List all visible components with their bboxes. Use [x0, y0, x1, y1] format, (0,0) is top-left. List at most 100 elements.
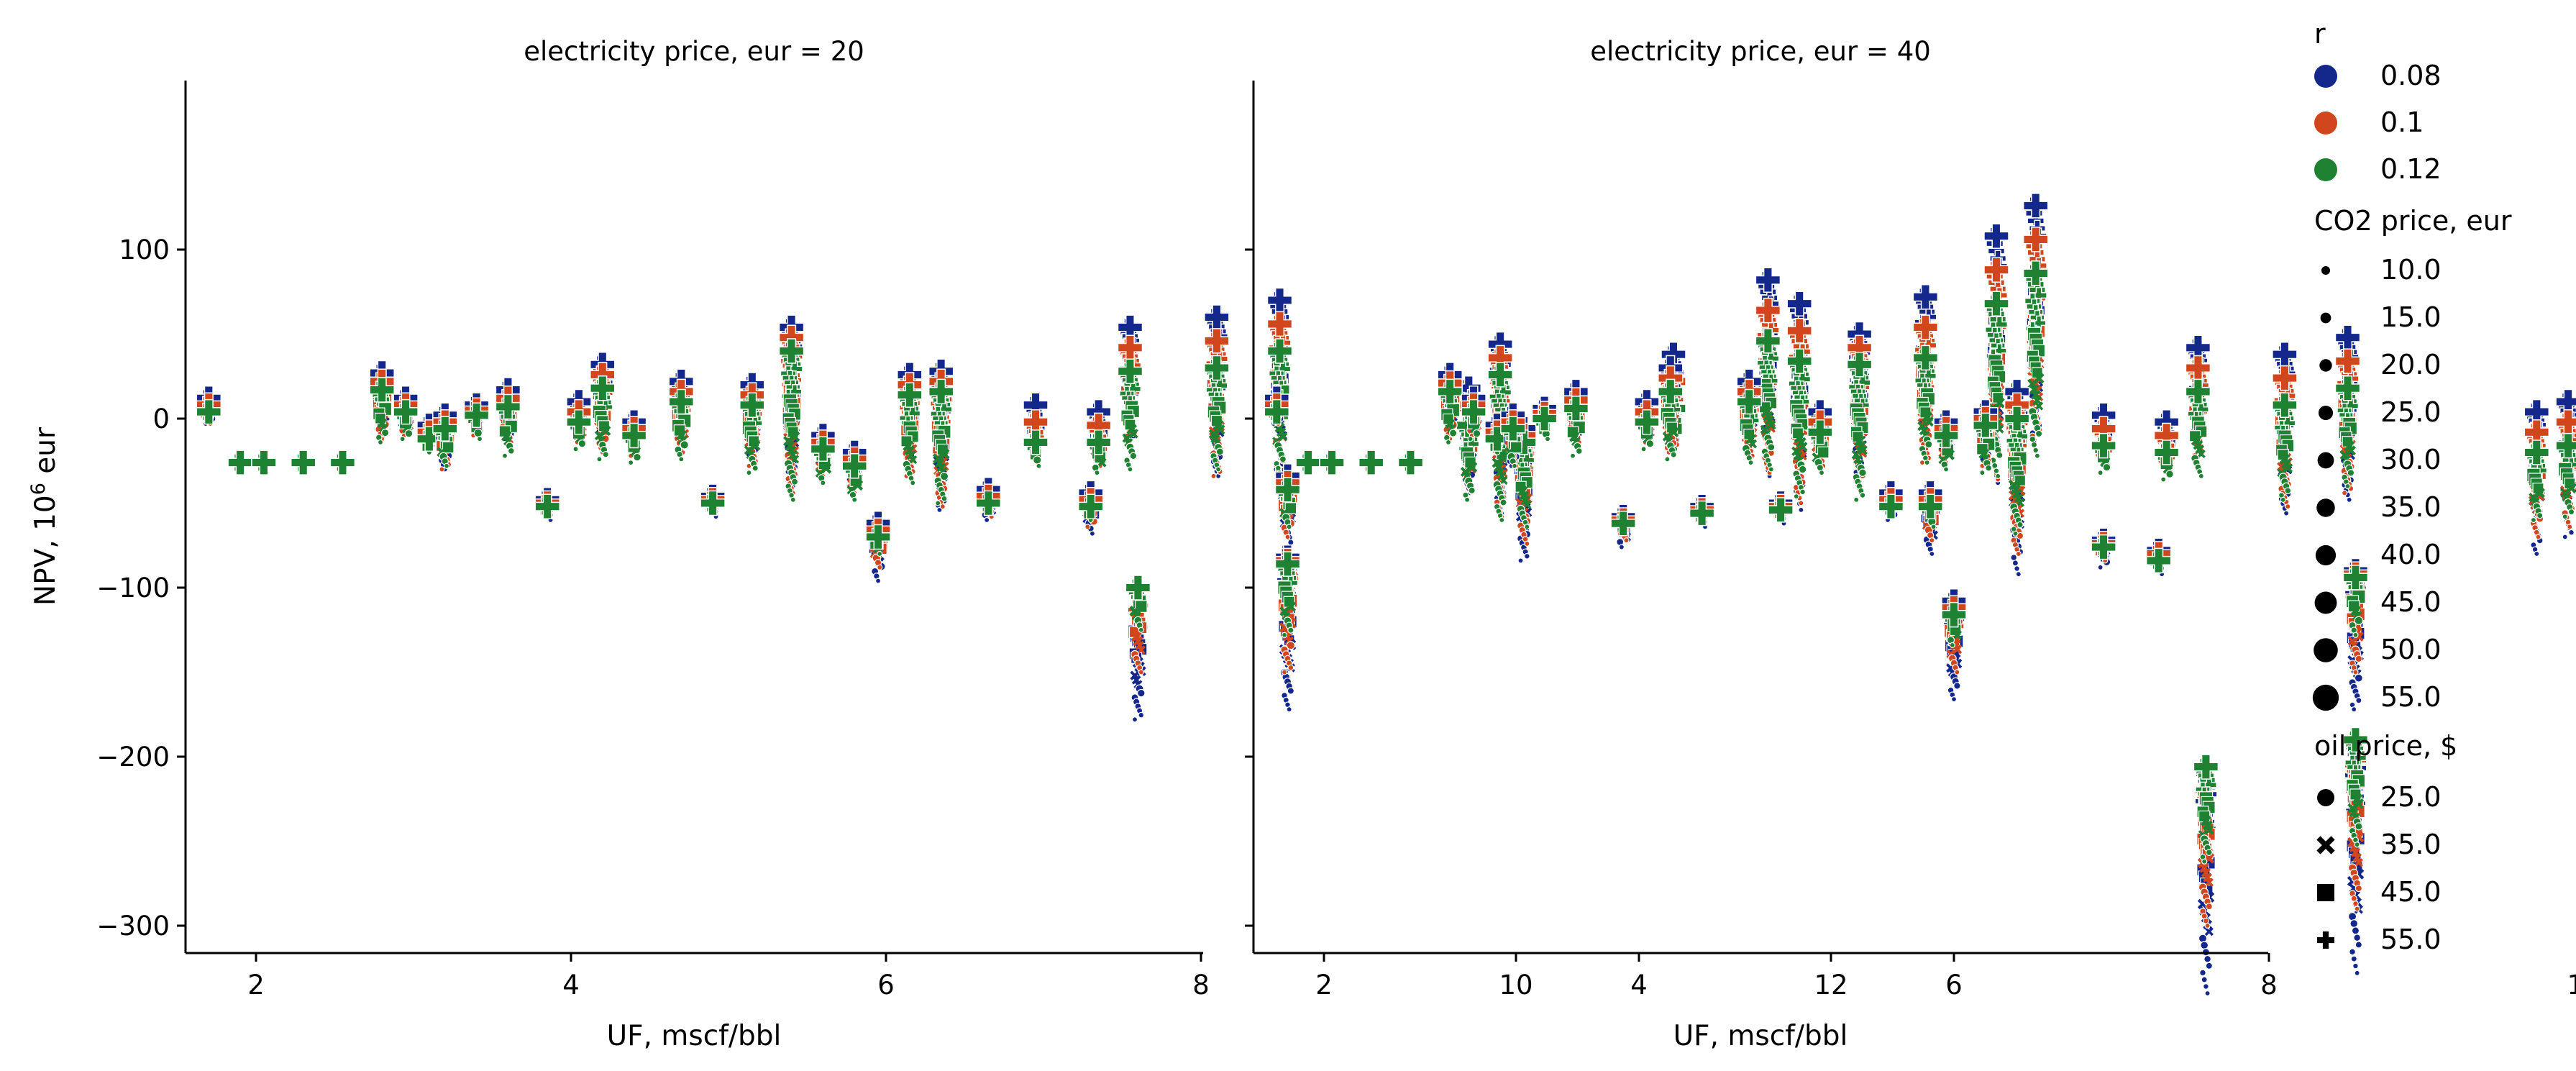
y-tick-label: −100 — [96, 573, 170, 603]
data-point — [1991, 462, 1999, 469]
data-point-top — [621, 422, 647, 449]
panel-marks — [196, 193, 2049, 723]
data-point — [1286, 706, 1292, 713]
data-point — [2204, 926, 2214, 936]
data-point-stroke — [846, 486, 857, 495]
data-point — [1210, 473, 1217, 480]
data-point — [746, 470, 752, 476]
data-point — [1287, 539, 1294, 546]
data-point-stroke — [575, 433, 586, 444]
data-point — [596, 456, 603, 462]
data-point-stroke — [1126, 424, 1137, 435]
data-point — [1670, 451, 1677, 458]
data-point — [1129, 452, 1138, 460]
data-point — [2354, 616, 2364, 626]
data-point-top — [534, 493, 560, 519]
data-point — [2352, 632, 2359, 638]
data-point-stroke — [908, 455, 918, 465]
y-tick-label: −200 — [96, 742, 170, 773]
data-point-top — [1266, 311, 1293, 337]
data-point-stroke — [904, 445, 915, 456]
data-point — [2097, 470, 2104, 476]
data-point-stroke — [1208, 429, 1219, 439]
data-point-stroke — [1122, 433, 1132, 443]
data-point-top — [975, 490, 1002, 516]
data-point — [2351, 706, 2357, 713]
data-point — [2029, 435, 2037, 443]
data-point — [2534, 550, 2540, 557]
data-point-top — [1358, 450, 1384, 475]
data-point-top — [668, 388, 695, 415]
data-point-top — [739, 392, 765, 418]
data-point — [1645, 439, 1655, 448]
data-point — [2535, 534, 2541, 540]
data-point-top — [1295, 450, 1321, 475]
data-point — [1798, 506, 1804, 514]
x-tick-label: 8 — [1192, 970, 1210, 1001]
data-point — [1954, 669, 1960, 675]
y-tick-label: 100 — [119, 234, 170, 265]
data-point — [790, 478, 799, 486]
data-point — [439, 466, 445, 473]
data-point-stroke — [936, 462, 946, 473]
data-point — [1278, 432, 1288, 442]
data-point-top — [251, 450, 277, 475]
data-point — [2204, 922, 2211, 929]
data-point — [2280, 496, 2286, 503]
data-point — [877, 564, 883, 570]
data-point — [633, 452, 641, 462]
data-point — [1798, 465, 1807, 474]
data-point — [2354, 842, 2360, 848]
data-point — [2097, 564, 2104, 570]
data-point-top — [290, 450, 316, 475]
data-point — [1281, 669, 1288, 675]
data-point-stroke — [1130, 670, 1140, 680]
data-point — [1996, 451, 2004, 459]
x-tick-label: 12 — [1814, 970, 1847, 1001]
data-point — [2352, 962, 2359, 970]
data-point-stroke — [903, 440, 914, 452]
data-point — [2283, 510, 2290, 516]
data-point — [2354, 970, 2360, 976]
data-point-stroke — [785, 440, 795, 451]
data-point — [1748, 459, 1754, 466]
data-point — [1131, 716, 1138, 723]
data-point — [1136, 645, 1146, 655]
data-point — [507, 447, 515, 455]
data-point-stroke — [782, 436, 794, 447]
data-point — [1767, 443, 1776, 452]
data-point — [2352, 669, 2359, 675]
y-axis-label-unit: eur — [29, 427, 62, 483]
data-point — [2530, 516, 2536, 524]
data-point — [1953, 682, 1961, 690]
y-axis-label: NPV, 106 eur — [27, 427, 62, 606]
data-point — [1798, 500, 1804, 506]
data-point-top — [1204, 328, 1230, 354]
data-point-top — [329, 450, 356, 475]
data-point-top — [1319, 450, 1345, 475]
data-point — [1575, 447, 1583, 455]
data-point — [1799, 488, 1806, 496]
data-point-stroke — [1131, 611, 1141, 621]
data-point — [1036, 462, 1042, 469]
data-point — [628, 459, 634, 466]
y-axis-label-exponent: 6 — [27, 483, 50, 495]
data-point — [2350, 955, 2357, 962]
data-point-stroke — [932, 453, 944, 464]
data-point — [1287, 687, 1294, 695]
data-point-stroke — [1131, 631, 1142, 642]
data-point — [2355, 884, 2362, 893]
data-point — [1993, 468, 2000, 474]
data-point — [1279, 455, 1287, 463]
data-point — [1281, 632, 1288, 638]
data-point — [2562, 514, 2568, 520]
data-point — [1215, 447, 1224, 456]
data-point — [1033, 455, 1042, 465]
data-point-stroke — [503, 436, 513, 446]
data-point — [1284, 534, 1291, 540]
data-point — [1942, 466, 1950, 473]
data-point-stroke — [377, 418, 388, 429]
data-point — [939, 472, 949, 481]
data-point — [2347, 912, 2357, 921]
data-point-top — [566, 409, 592, 435]
